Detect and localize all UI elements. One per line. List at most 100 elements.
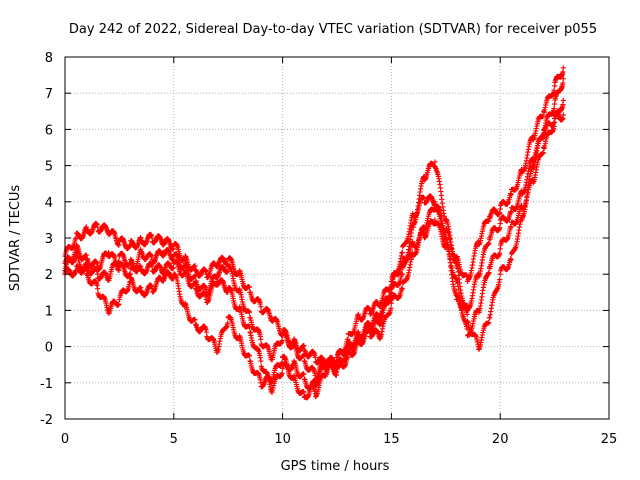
data-points: [62, 65, 566, 401]
trace-segment: [487, 277, 503, 321]
trace-segment: [182, 260, 198, 282]
trace-segment: [269, 338, 285, 363]
trace-segment: [247, 289, 263, 307]
trace-segment: [128, 275, 144, 295]
trace-segment: [280, 353, 296, 381]
trace-segment: [95, 290, 111, 315]
chart-title: Day 242 of 2022, Sidereal Day-to-day VTE…: [69, 22, 597, 37]
trace-segment: [334, 354, 350, 372]
trace-segment: [334, 336, 350, 361]
trace-segment: [237, 286, 253, 315]
trace-segment: [476, 270, 492, 316]
trace-segment: [160, 269, 176, 284]
trace-segment: [247, 330, 263, 361]
trace-segment: [487, 206, 503, 221]
trace-segment: [498, 256, 514, 274]
trace-segment: [215, 320, 231, 355]
trace-segment: [498, 191, 514, 209]
trace-segment: [443, 235, 459, 298]
trace-segment: [432, 164, 448, 224]
trace-segment: [117, 279, 133, 300]
trace-segment: [247, 315, 263, 339]
trace-segment: [421, 160, 437, 183]
trace-segment: [389, 260, 405, 281]
y-tick-label: 1: [45, 304, 53, 319]
x-tick-label: 0: [61, 432, 69, 447]
data-point: [258, 304, 264, 310]
y-tick-label: 6: [45, 123, 53, 138]
trace-segment: [171, 251, 187, 271]
x-tick-label: 15: [383, 432, 400, 447]
data-point: [399, 249, 405, 256]
trace-segment: [389, 285, 405, 303]
data-point: [508, 191, 514, 198]
trace-segment: [84, 256, 100, 270]
trace-segment: [421, 193, 437, 208]
trace-segment: [541, 123, 557, 152]
trace-segment: [139, 231, 155, 248]
trace-segment: [182, 300, 198, 324]
trace-segment: [400, 222, 416, 271]
trace-segment: [302, 358, 318, 376]
trace-segment: [302, 378, 318, 401]
trace-segment: [454, 254, 470, 279]
trace-segment: [291, 373, 307, 396]
trace-segment: [160, 260, 176, 277]
trace-segment: [117, 235, 133, 252]
trace-segment: [258, 373, 274, 390]
y-tick-label: 7: [45, 87, 53, 102]
trace-segment: [258, 306, 274, 323]
trace-segment: [389, 271, 405, 292]
y-tick-label: 5: [45, 160, 53, 175]
trace-segment: [117, 250, 133, 269]
data-point: [399, 271, 405, 277]
trace-segment: [411, 174, 427, 228]
x-axis-label: GPS time / hours: [281, 459, 390, 474]
data-point: [508, 210, 514, 216]
data-point: [560, 112, 566, 118]
x-tick-label: 25: [601, 432, 618, 447]
trace-segment: [204, 334, 220, 355]
data-point: [258, 358, 264, 364]
trace-segment: [356, 327, 372, 348]
data-point: [508, 224, 514, 230]
trace-segment: [530, 113, 546, 143]
y-tick-label: 0: [45, 341, 53, 356]
trace-segment: [291, 358, 307, 380]
trace-segment: [378, 305, 394, 340]
y-tick-label: -1: [40, 377, 53, 392]
data-point: [560, 97, 566, 104]
trace-segment: [443, 216, 459, 266]
trace-segment: [247, 358, 263, 383]
trace-segment: [215, 254, 231, 269]
y-axis-label: SDTVAR / TECUs: [8, 185, 23, 292]
trace-segment: [106, 298, 122, 316]
trace-segment: [530, 150, 546, 186]
x-tick-label: 5: [170, 432, 178, 447]
data-point: [345, 354, 351, 361]
y-tick-label: 8: [45, 51, 53, 66]
data-point: [127, 271, 133, 277]
trace-segment: [258, 341, 274, 363]
trace-segment: [95, 250, 111, 273]
data-point: [345, 336, 351, 342]
trace-segment: [73, 242, 89, 262]
trace-segment: [552, 69, 566, 85]
trace-segment: [356, 305, 372, 323]
trace-segment: [498, 223, 514, 248]
trace-segment: [226, 285, 242, 313]
trace-segment: [465, 320, 481, 347]
trace-segment: [541, 87, 557, 115]
trace-segment: [400, 250, 416, 286]
trace-segment: [498, 209, 514, 224]
data-point: [560, 76, 566, 82]
trace-segment: [226, 314, 242, 341]
trace-segment: [237, 304, 253, 330]
y-tick-label: 4: [45, 196, 53, 211]
trace-segment: [171, 271, 187, 308]
trace-segment: [84, 270, 100, 288]
trace-segment: [324, 358, 340, 378]
trace-segment: [552, 110, 566, 123]
data-point: [95, 286, 101, 292]
